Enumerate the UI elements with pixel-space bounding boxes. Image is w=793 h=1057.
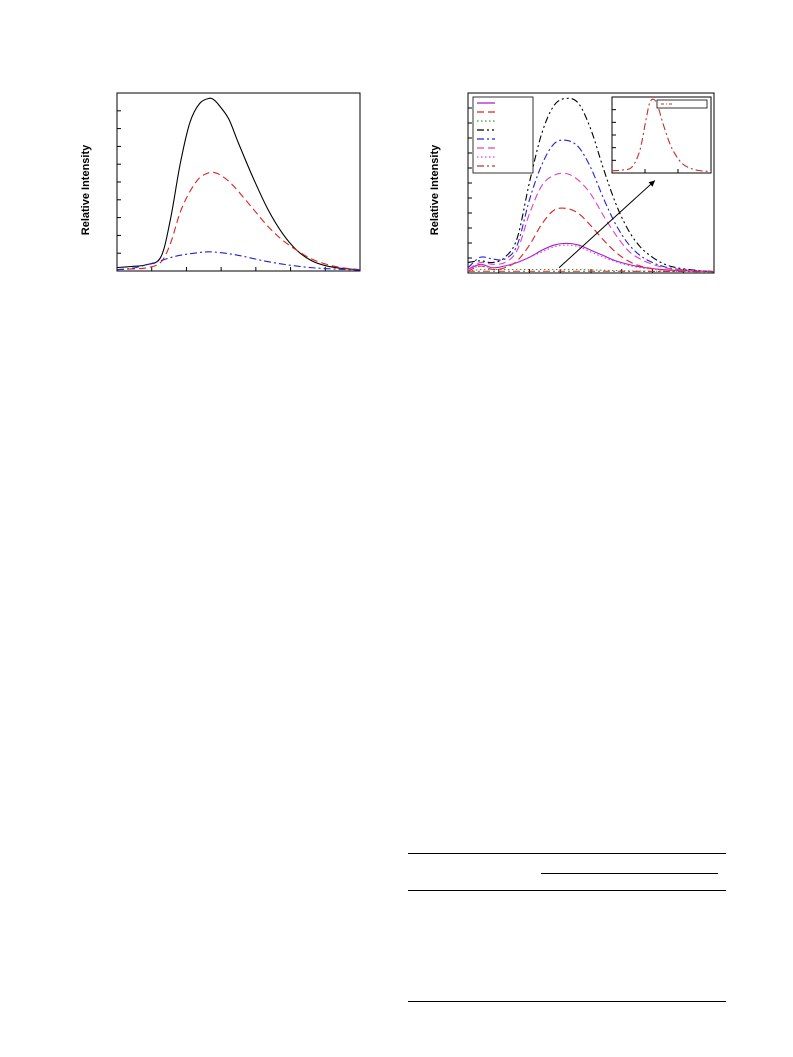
left-figure: Relative Intensity [70,85,370,295]
right-legend-box [472,96,534,174]
right-figure: Relative Intensity [420,85,720,295]
right-chart: Relative Intensity [429,92,715,274]
inset-legend-box [656,99,708,109]
left-series-line-2 [116,251,361,271]
right-series-line-4 [467,139,715,273]
right-series-line-3 [467,97,715,273]
table-bottom-rule [408,1001,726,1002]
table-top-rule [408,853,726,854]
right-trend-arrow [558,180,656,269]
left-series-line-0 [116,97,361,271]
table-group-rule [541,873,718,874]
right-series-line-5 [467,172,715,273]
left-chart: Relative Intensity [80,92,361,272]
table-header-rule [408,890,726,891]
right-series-line-2 [467,268,715,273]
right-series-line-6 [467,244,715,273]
left-y-axis-label: Relative Intensity [80,144,92,235]
right-series-line-1 [467,207,715,273]
inset-series-line-0 [611,98,712,173]
table-region [408,853,726,1005]
left-series-line-1 [116,171,361,271]
inset-background [612,97,711,173]
right-y-axis-label: Relative Intensity [429,144,441,235]
left-plot-frame [116,92,361,272]
